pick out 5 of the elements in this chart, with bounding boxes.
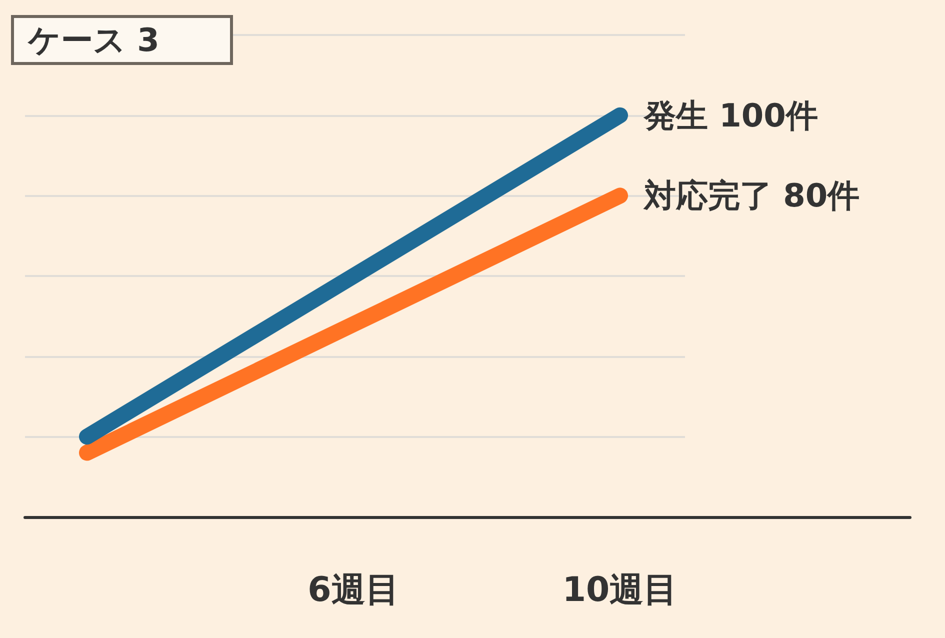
chart-title: ケース 3 [27, 21, 160, 59]
x-tick-label: 6週目 [308, 570, 400, 610]
annotation: 発生 100件 [643, 96, 818, 134]
annotation: 対応完了 80件 [643, 176, 860, 215]
x-tick-label: 10週目 [562, 570, 678, 610]
